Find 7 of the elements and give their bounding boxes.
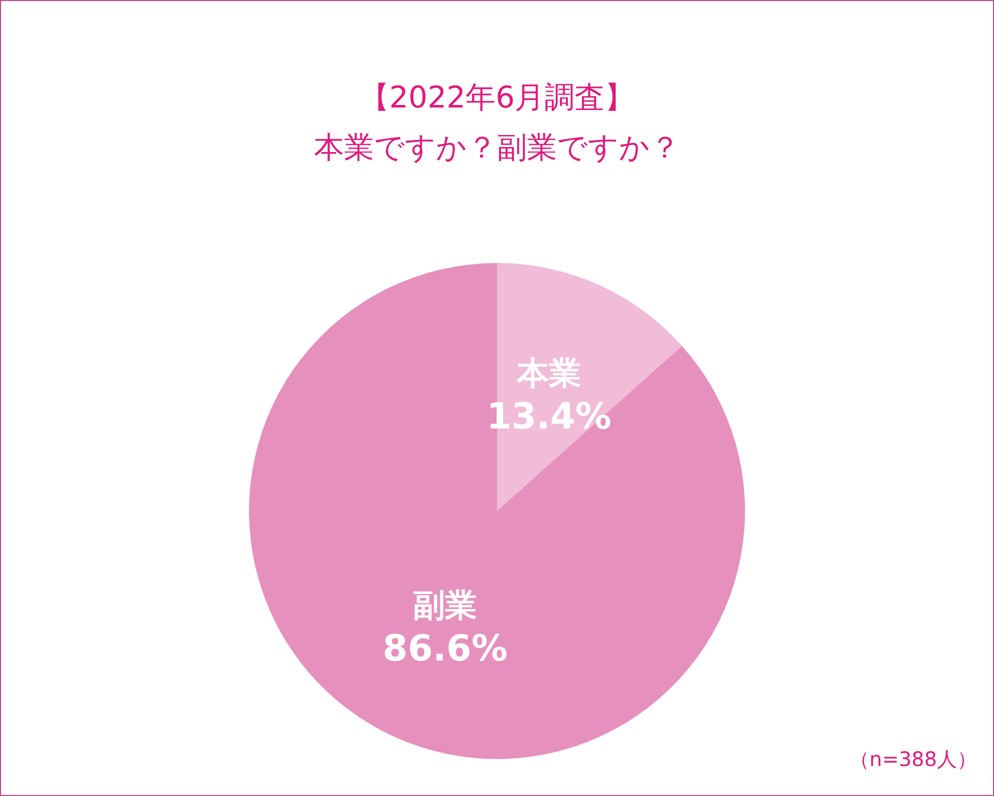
chart-subtitle: 本業ですか？副業ですか？: [314, 130, 680, 166]
text: （n=388人）: [849, 747, 977, 771]
data-label: 86.6%: [382, 628, 508, 670]
data-label: 13.4%: [486, 396, 612, 438]
slice-label: 副業: [413, 586, 478, 624]
slice-label: 本業: [516, 354, 581, 392]
chart-title: 【2022年6月調査】: [359, 80, 635, 116]
